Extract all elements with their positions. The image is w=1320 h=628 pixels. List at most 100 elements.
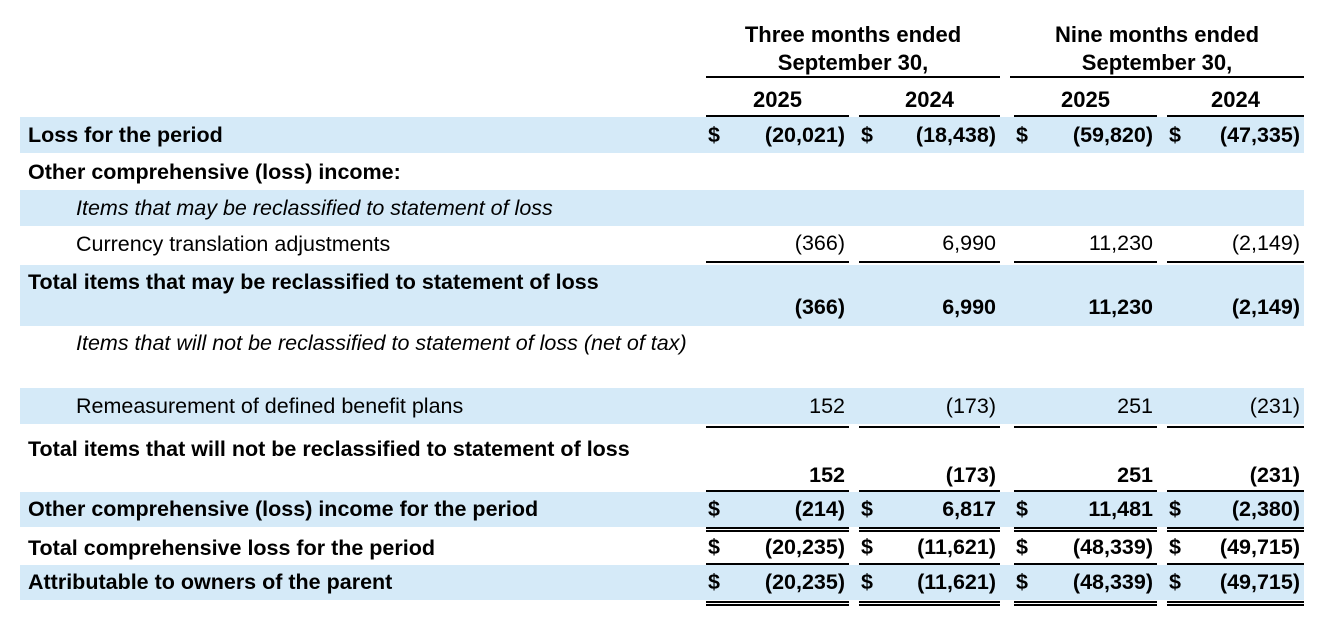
dollar-sign: $ [1016, 535, 1028, 559]
table-row-oci-heading: Other comprehensive (loss) income: [20, 155, 1304, 190]
value: 11,481 [1088, 497, 1153, 521]
value: 251 [1117, 463, 1153, 487]
row-label: Remeasurement of defined benefit plans [76, 393, 464, 418]
dollar-sign: $ [708, 497, 720, 521]
dollar-sign: $ [861, 535, 873, 559]
value: 6,817 [942, 497, 996, 521]
value: (59,820) [1072, 122, 1153, 147]
value: (48,339) [1072, 570, 1153, 594]
table-row-remeasurement: Remeasurement of defined benefit plans 1… [20, 388, 1304, 424]
cell: (231) [1167, 432, 1304, 492]
cell: (173) [859, 432, 1000, 492]
cell: $ (48,339) [1014, 532, 1157, 565]
divider [1167, 115, 1304, 117]
cell: $ (49,715) [1167, 565, 1304, 600]
double-divider [859, 601, 1000, 606]
cell: $ (59,820) [1014, 117, 1157, 153]
value: (11,621) [917, 535, 996, 559]
year-header: 2025 [1061, 87, 1110, 112]
row-label: Items that will not be reclassified to s… [76, 331, 687, 355]
cell: (2,149) [1167, 226, 1304, 263]
double-divider [706, 601, 849, 606]
dollar-sign: $ [708, 535, 720, 559]
table-row-oci-period: Other comprehensive (loss) income for th… [20, 492, 1304, 527]
value: (47,335) [1219, 122, 1300, 147]
cell: $ (20,235) [706, 565, 849, 600]
value: (48,339) [1072, 535, 1153, 559]
dollar-sign: $ [1169, 122, 1181, 147]
cell: 11,230 [1014, 265, 1157, 326]
value: 11,230 [1088, 295, 1153, 319]
header-nine-months: Nine months ended September 30, [1010, 21, 1304, 77]
header-three-months: Three months ended September 30, [706, 21, 1000, 77]
dollar-sign: $ [1016, 570, 1028, 594]
cell: $ (214) [706, 492, 849, 527]
cell: 11,230 [1014, 226, 1157, 263]
cell: $ (11,621) [859, 532, 1000, 565]
dollar-sign: $ [861, 497, 873, 521]
cell: $ (20,021) [706, 117, 849, 153]
double-divider [859, 527, 1000, 532]
value: 251 [1117, 393, 1153, 418]
table-row-currency: Currency translation adjustments (366) 6… [20, 226, 1304, 263]
header-line: September 30, [777, 50, 929, 75]
table-row-reclassified-heading: Items that may be reclassified to statem… [20, 190, 1304, 226]
dollar-sign: $ [1169, 535, 1181, 559]
value: (20,235) [764, 570, 845, 594]
value: 6,990 [942, 295, 996, 319]
year-header: 2024 [905, 87, 954, 112]
row-label: Attributable to owners of the parent [28, 570, 393, 594]
value: (366) [794, 295, 845, 319]
divider [706, 115, 849, 117]
double-divider [1167, 601, 1304, 606]
cell: $ (49,715) [1167, 532, 1304, 565]
value: (2,149) [1231, 295, 1300, 319]
header-line: Nine months ended [1054, 22, 1260, 47]
cell: 251 [1014, 432, 1157, 492]
value: (214) [794, 497, 845, 521]
divider [706, 426, 849, 428]
row-label: Items that may be reclassified to statem… [76, 195, 553, 220]
divider [1167, 426, 1304, 428]
row-label: Other comprehensive (loss) income: [28, 160, 401, 184]
value: (49,715) [1219, 535, 1300, 559]
table-row-loss: Loss for the period $ (20,021) $ (18,438) … [20, 117, 1304, 153]
cell: (366) [706, 226, 849, 263]
value: (20,021) [764, 122, 845, 147]
dollar-sign: $ [861, 570, 873, 594]
divider [706, 76, 1000, 78]
cell: 152 [706, 432, 849, 492]
value: 6,990 [942, 231, 996, 255]
row-label: Currency translation adjustments [76, 232, 391, 256]
row-label: Loss for the period [28, 122, 223, 147]
cell: $ (11,621) [859, 565, 1000, 600]
cell: 152 [706, 388, 849, 424]
dollar-sign: $ [1016, 497, 1028, 521]
value: (231) [1249, 393, 1300, 418]
divider [1010, 76, 1304, 78]
dollar-sign: $ [1169, 497, 1181, 521]
divider [859, 115, 1000, 117]
header-line: Three months ended [744, 22, 962, 47]
year-header: 2024 [1211, 87, 1260, 112]
double-divider [706, 527, 849, 532]
row-label: Total comprehensive loss for the period [28, 536, 435, 560]
cell: (173) [859, 388, 1000, 424]
table-row-total-not-reclassified: Total items that will not be reclassifie… [20, 432, 1304, 492]
cell: 6,990 [859, 265, 1000, 326]
cell: $11,481 [1014, 492, 1157, 527]
value: (173) [945, 463, 996, 487]
value: 11,230 [1088, 231, 1153, 255]
value: (2,380) [1231, 497, 1300, 521]
cell: $ (48,339) [1014, 565, 1157, 600]
row-label: Total items that may be reclassified to … [28, 270, 599, 294]
double-divider [1167, 527, 1304, 532]
table-row-total-comprehensive: Total comprehensive loss for the period … [20, 532, 1304, 565]
value: (20,235) [764, 535, 845, 559]
cell: 6,990 [859, 226, 1000, 263]
value: (366) [794, 231, 845, 255]
cell: $ (20,235) [706, 532, 849, 565]
dollar-sign: $ [861, 122, 873, 147]
value: (173) [945, 393, 996, 418]
cell: (366) [706, 265, 849, 326]
